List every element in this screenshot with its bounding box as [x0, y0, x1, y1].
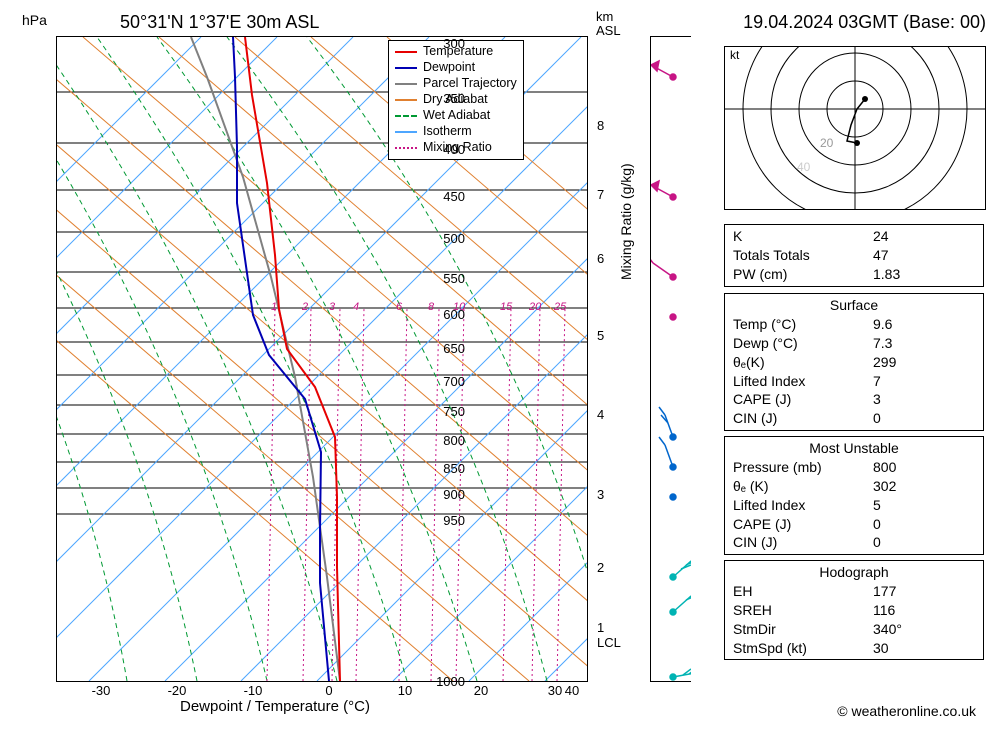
- y-left-tick: 300: [425, 36, 465, 51]
- y-right-tick: 5: [597, 328, 604, 343]
- mixing-ratio-value: 15: [500, 301, 512, 313]
- y-left-tick: 650: [425, 341, 465, 356]
- x-tick: -20: [162, 683, 192, 698]
- mixing-ratio-axis-label: Mixing Ratio (g/kg): [618, 163, 634, 280]
- svg-text:40: 40: [797, 160, 811, 174]
- legend-item: Isotherm: [395, 124, 517, 140]
- legend-item: Dewpoint: [395, 60, 517, 76]
- y-left-tick: 950: [425, 513, 465, 528]
- table-row: Lifted Index5: [733, 496, 975, 515]
- table-row: θₑ(K)299: [733, 353, 975, 372]
- x-tick: 0: [314, 683, 344, 698]
- x-tick: -10: [238, 683, 268, 698]
- table-row: Totals Totals47: [733, 246, 975, 265]
- y-left-tick: 550: [425, 271, 465, 286]
- y-left-tick: 400: [425, 142, 465, 157]
- mixing-ratio-value: 25: [554, 301, 566, 313]
- location-title: 50°31'N 1°37'E 30m ASL: [120, 12, 319, 33]
- copyright-text: © weatheronline.co.uk: [837, 703, 976, 719]
- indices-top-box: K24Totals Totals47PW (cm)1.83: [724, 224, 984, 287]
- section-title: Surface: [733, 296, 975, 315]
- section-title: Hodograph: [733, 563, 975, 582]
- mixing-ratio-value: 6: [396, 301, 402, 313]
- y-right-tick: 3: [597, 487, 604, 502]
- y-left-tick: 350: [425, 91, 465, 106]
- table-row: Temp (°C)9.6: [733, 315, 975, 334]
- table-row: CIN (J)0: [733, 409, 975, 428]
- y-left-tick: 500: [425, 231, 465, 246]
- table-row: SREH116: [733, 601, 975, 620]
- parcel-trace: [191, 37, 340, 681]
- table-row: CAPE (J)0: [733, 515, 975, 534]
- legend-item: Wet Adiabat: [395, 108, 517, 124]
- x-tick: 10: [390, 683, 420, 698]
- y-axis-right-label: kmASL: [596, 10, 621, 39]
- mixing-ratio-value: 2: [302, 301, 308, 313]
- y-right-tick: 1: [597, 620, 604, 635]
- mixing-ratio-value: 4: [353, 301, 359, 313]
- y-left-tick: 900: [425, 487, 465, 502]
- mixing-ratio-value: 1: [271, 301, 277, 313]
- x-tick: -30: [86, 683, 116, 698]
- table-row: θₑ (K)302: [733, 477, 975, 496]
- y-right-tick: 4: [597, 407, 604, 422]
- y-left-tick: 800: [425, 433, 465, 448]
- table-row: EH177: [733, 582, 975, 601]
- x-tick: 20: [466, 683, 496, 698]
- table-row: Lifted Index7: [733, 372, 975, 391]
- x-axis-label: Dewpoint / Temperature (°C): [180, 698, 370, 715]
- table-row: K24: [733, 227, 975, 246]
- mixing-ratio-value: 3: [329, 301, 335, 313]
- legend-item: Parcel Trajectory: [395, 76, 517, 92]
- y-left-tick: 850: [425, 461, 465, 476]
- y-left-tick: 750: [425, 404, 465, 419]
- y-left-tick: 450: [425, 189, 465, 204]
- y-left-tick: 700: [425, 374, 465, 389]
- dewpoint-trace: [233, 37, 329, 681]
- svg-text:20: 20: [820, 136, 834, 150]
- table-row: StmDir340°: [733, 620, 975, 639]
- mixing-ratio-value: 20: [529, 301, 541, 313]
- wind-barb-column: [650, 36, 691, 682]
- table-row: PW (cm)1.83: [733, 265, 975, 284]
- table-row: CIN (J)0: [733, 533, 975, 552]
- table-row: Dewp (°C)7.3: [733, 334, 975, 353]
- table-row: CAPE (J)3: [733, 390, 975, 409]
- hodograph-plot: 20 40: [724, 46, 986, 210]
- y-right-tick: 6: [597, 251, 604, 266]
- table-row: StmSpd (kt)30: [733, 639, 975, 658]
- lcl-label: LCL: [597, 635, 621, 650]
- section-title: Most Unstable: [733, 439, 975, 458]
- x-tick: 40: [557, 683, 587, 698]
- surface-box: SurfaceTemp (°C)9.6Dewp (°C)7.3θₑ(K)299L…: [724, 293, 984, 431]
- y-right-tick: 2: [597, 560, 604, 575]
- unstable-box: Most UnstablePressure (mb)800θₑ (K)302Li…: [724, 436, 984, 555]
- y-axis-left-label: hPa: [22, 12, 47, 28]
- mixing-ratio-value: 8: [428, 301, 434, 313]
- mixing-ratio-value: 10: [453, 301, 465, 313]
- y-right-tick: 7: [597, 187, 604, 202]
- y-left-tick: 1000: [425, 674, 465, 689]
- hodograph-box: HodographEH177SREH116StmDir340°StmSpd (k…: [724, 560, 984, 660]
- y-right-tick: 8: [597, 118, 604, 133]
- table-row: Pressure (mb)800: [733, 458, 975, 477]
- datetime-title: 19.04.2024 03GMT (Base: 00): [743, 12, 986, 33]
